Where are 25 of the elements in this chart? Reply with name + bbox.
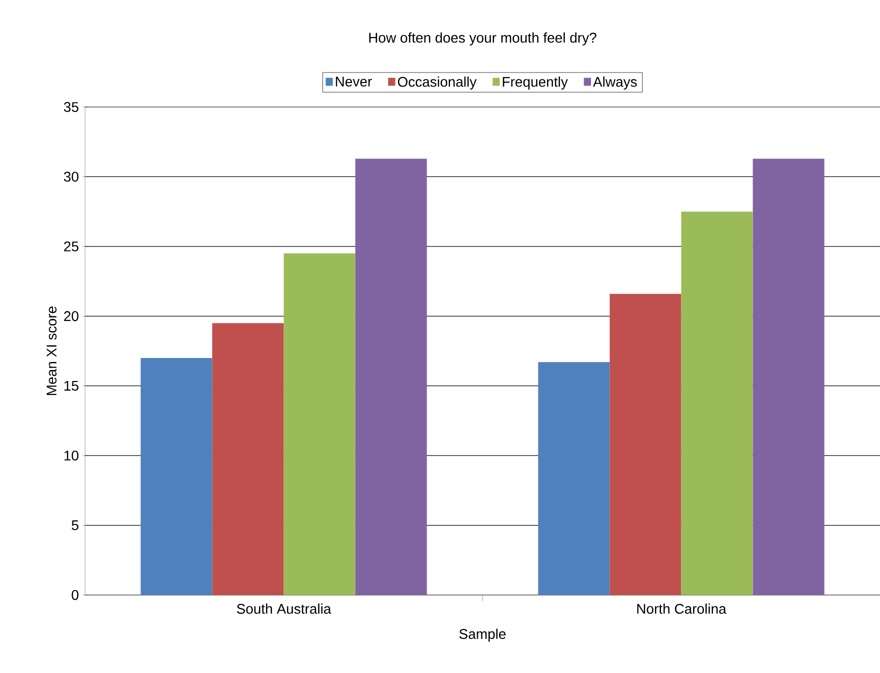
y-tick-label: 0 [72, 590, 78, 600]
y-tick-label: 30 [64, 172, 78, 182]
y-tick-label: 10 [64, 450, 78, 461]
bar [538, 362, 610, 595]
y-tick-label: 35 [64, 102, 78, 112]
bar [752, 158, 824, 595]
bar [284, 253, 356, 595]
bar [140, 358, 212, 595]
chart-title: How often does your mouth feel dry? [369, 32, 596, 46]
legend-label: Occasionally [398, 76, 477, 90]
y-tick-label: 20 [64, 311, 78, 322]
legend-label: Frequently [502, 76, 568, 90]
y-tick-label: 25 [64, 241, 78, 252]
bar [212, 323, 284, 595]
y-axis-title: Mean XI score [46, 306, 57, 395]
bar [355, 158, 427, 595]
y-tick-label: 5 [72, 520, 78, 530]
bar [610, 294, 682, 595]
x-tick-label: North Carolina [637, 604, 726, 614]
x-axis-title: Sample [459, 628, 506, 642]
y-tick-label: 15 [64, 380, 78, 391]
x-tick-label: South Australia [236, 604, 332, 614]
legend-label: Always [593, 76, 637, 90]
bar [681, 212, 753, 595]
legend-label: Never [336, 76, 372, 87]
